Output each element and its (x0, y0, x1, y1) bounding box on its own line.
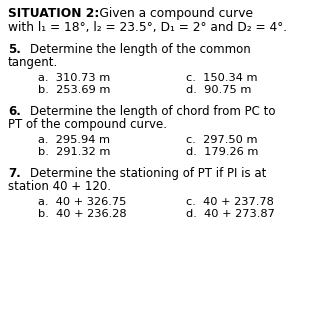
Text: station 40 + 120.: station 40 + 120. (8, 180, 111, 193)
Text: PT of the compound curve.: PT of the compound curve. (8, 118, 167, 131)
Text: with l₁ = 18°, l₂ = 23.5°, D₁ = 2° and D₂ = 4°.: with l₁ = 18°, l₂ = 23.5°, D₁ = 2° and D… (8, 21, 287, 34)
Text: c.  150.34 m: c. 150.34 m (186, 73, 257, 83)
Text: Determine the stationing of PT if PI is at: Determine the stationing of PT if PI is … (30, 167, 266, 180)
Text: c.  40 + 237.78: c. 40 + 237.78 (186, 197, 274, 207)
Text: a.  310.73 m: a. 310.73 m (38, 73, 110, 83)
Text: Given a compound curve: Given a compound curve (84, 7, 253, 20)
Text: Determine the length of the common: Determine the length of the common (30, 43, 251, 56)
Text: b.  40 + 236.28: b. 40 + 236.28 (38, 209, 127, 219)
Text: b.  253.69 m: b. 253.69 m (38, 85, 110, 95)
Text: d.  179.26 m: d. 179.26 m (186, 147, 258, 157)
Text: d.  40 + 273.87: d. 40 + 273.87 (186, 209, 275, 219)
Text: d.  90.75 m: d. 90.75 m (186, 85, 251, 95)
Text: 7.: 7. (8, 167, 21, 180)
Text: tangent.: tangent. (8, 56, 58, 69)
Text: b.  291.32 m: b. 291.32 m (38, 147, 110, 157)
Text: a.  40 + 326.75: a. 40 + 326.75 (38, 197, 126, 207)
Text: 5.: 5. (8, 43, 21, 56)
Text: SITUATION 2:: SITUATION 2: (8, 7, 99, 20)
Text: Determine the length of chord from PC to: Determine the length of chord from PC to (30, 105, 276, 118)
Text: 6.: 6. (8, 105, 21, 118)
Text: c.  297.50 m: c. 297.50 m (186, 135, 257, 145)
Text: a.  295.94 m: a. 295.94 m (38, 135, 110, 145)
